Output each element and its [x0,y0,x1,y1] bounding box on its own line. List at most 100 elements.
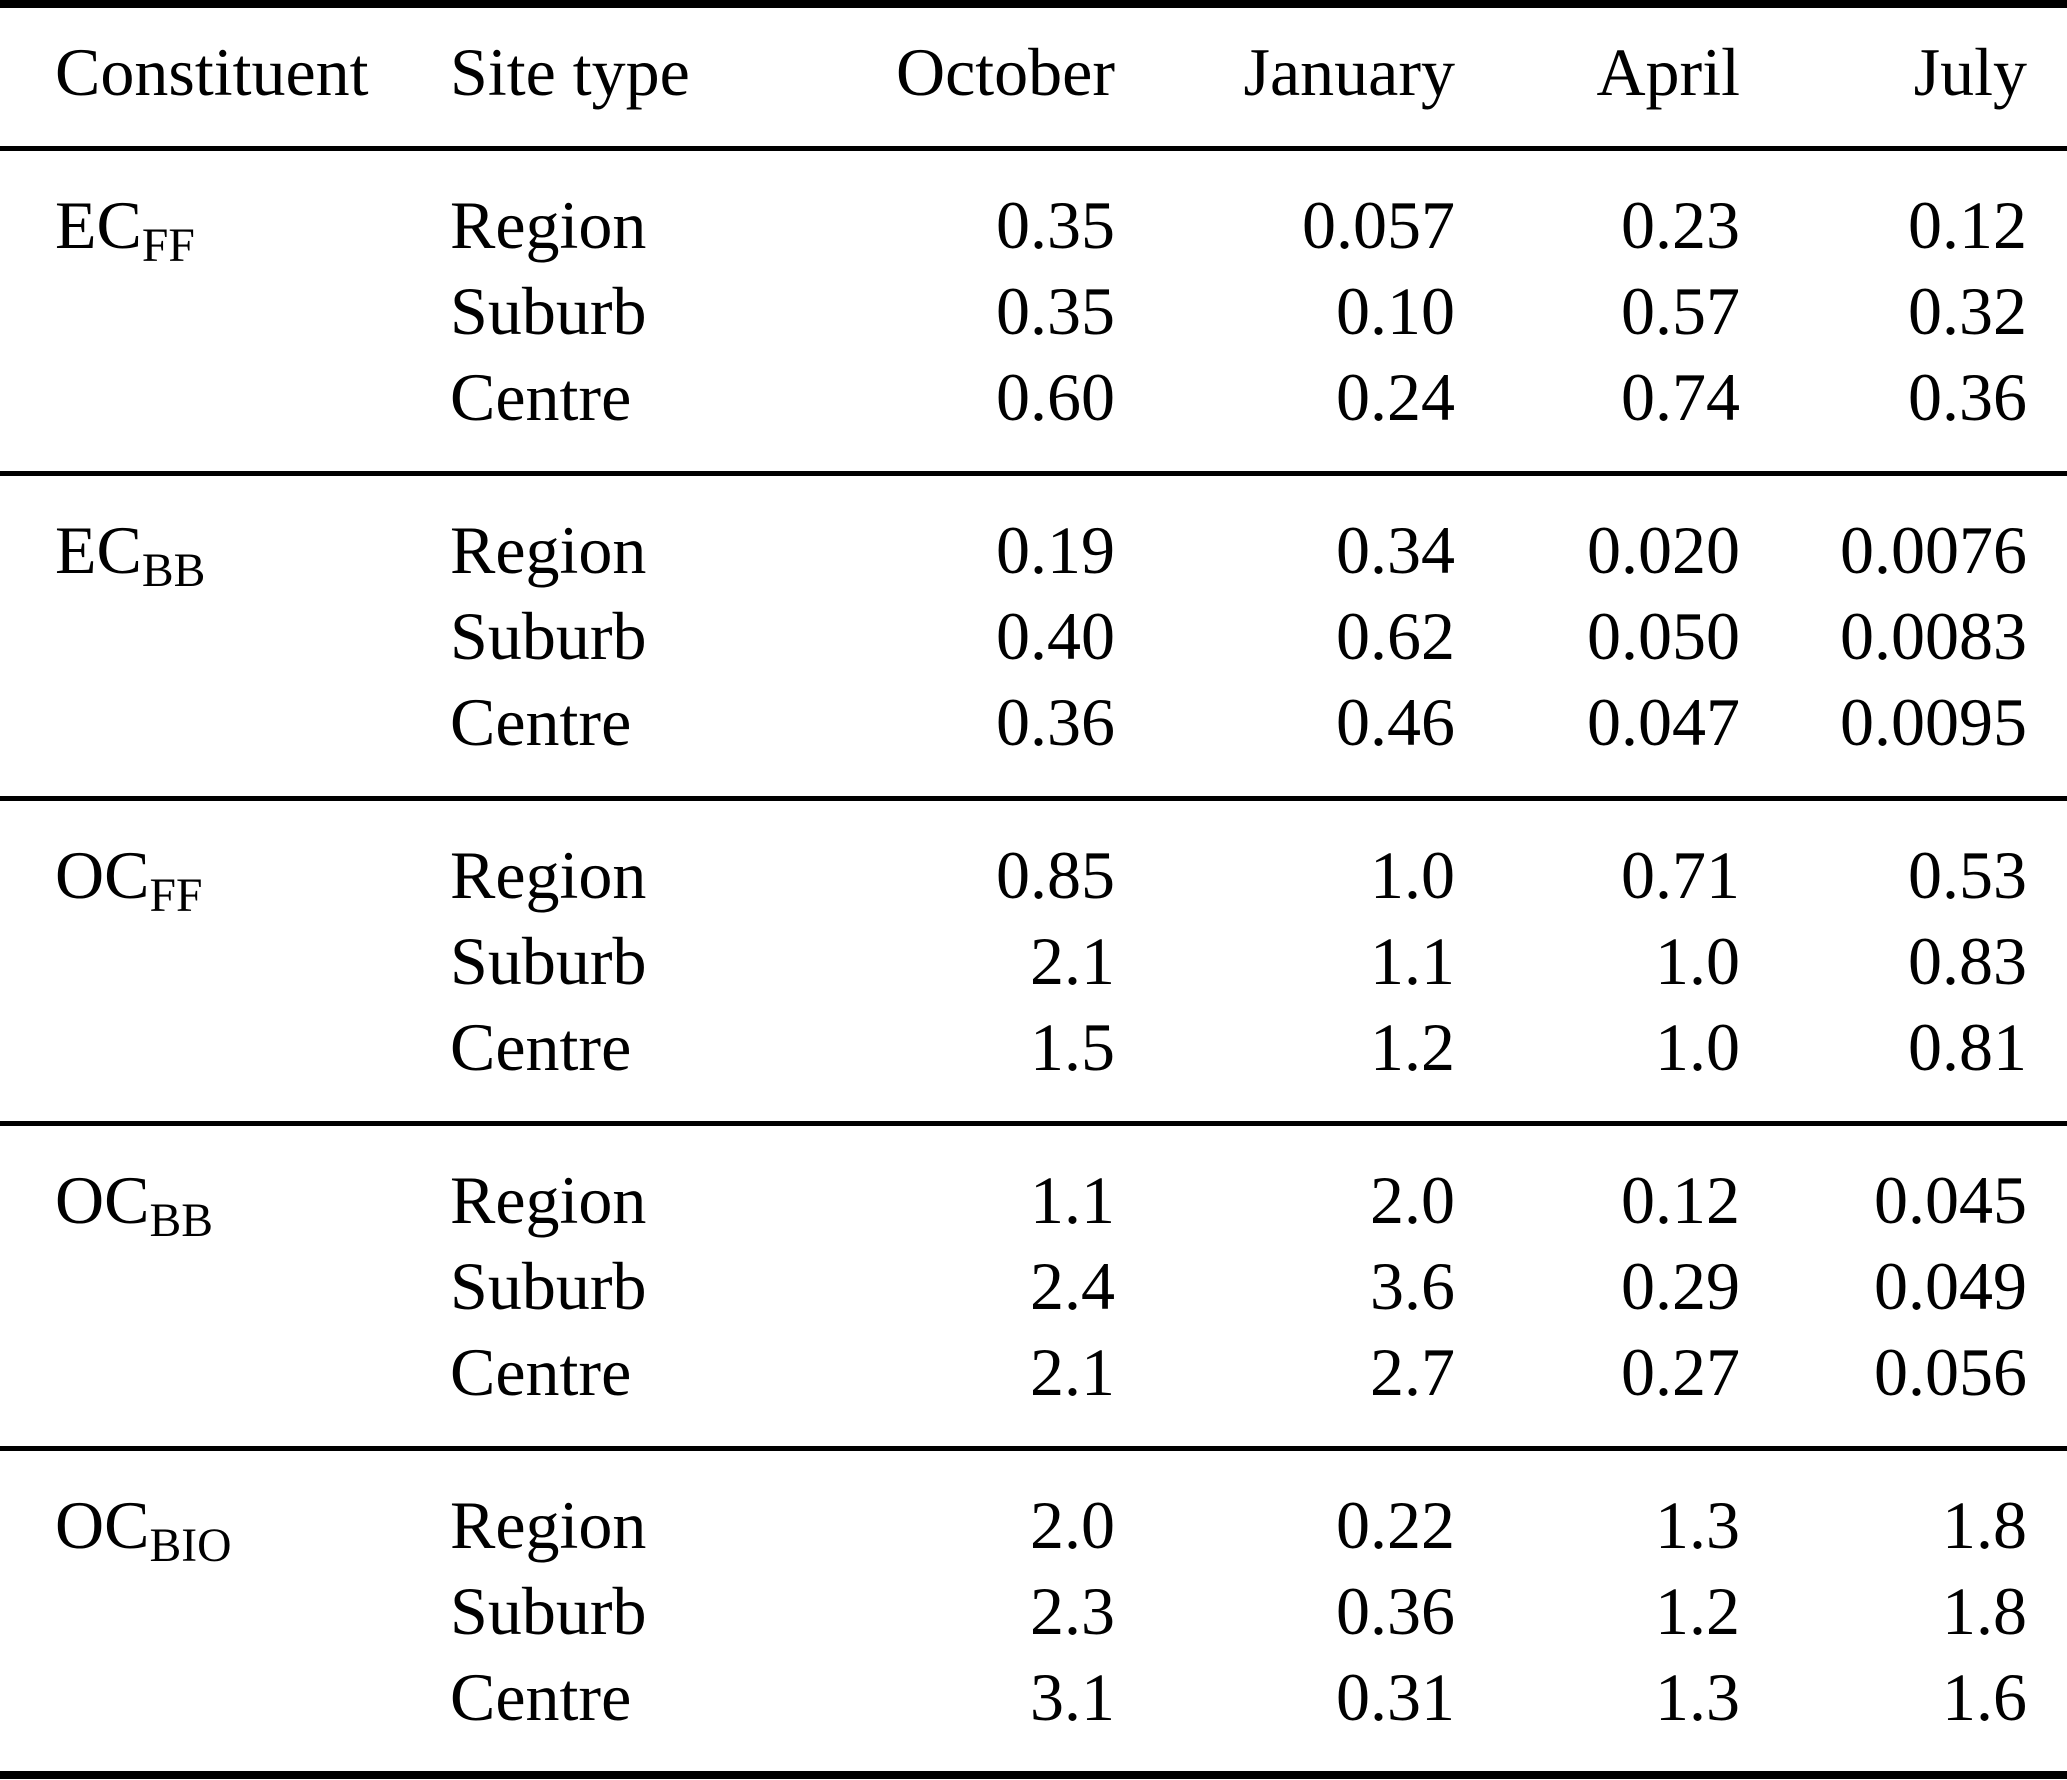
value-cell-july: 0.81 [1908,1009,2027,1085]
site-type-cell: Centre [450,359,632,435]
value-cell-april: 0.29 [1621,1248,1740,1324]
table-row: Suburb 2.3 0.36 1.2 1.8 [0,1568,2067,1654]
table-row: ECFF Region 0.35 0.057 0.23 0.12 [0,149,2067,273]
value-cell-july: 1.8 [1942,1573,2027,1649]
site-type-cell: Region [450,1121,850,1243]
constituent-cell-empty [0,1568,450,1654]
constituent-cell-empty [0,593,450,679]
table-body: ECFF Region 0.35 0.057 0.23 0.12 Suburb … [0,149,2067,1776]
constituent-cell-empty [0,268,450,354]
table-row: Centre 1.5 1.2 1.0 0.81 [0,1004,2067,1124]
value-cell-january: 0.34 [1115,471,1455,593]
table-row: OCBB Region 1.1 2.0 0.12 0.045 [0,1121,2067,1248]
table-row: Centre 0.36 0.46 0.047 0.0095 [0,679,2067,799]
value-cell-october: 0.19 [850,471,1115,593]
value-cell-july: 1.6 [1942,1659,2027,1735]
value-cell-april: 0.27 [1621,1334,1740,1410]
value-cell-april: 1.3 [1455,1446,1740,1568]
value-cell-january: 0.10 [1336,273,1455,349]
value-cell-january: 2.0 [1115,1121,1455,1243]
table-row: Centre 2.1 2.7 0.27 0.056 [0,1329,2067,1449]
value-cell-july: 0.045 [1740,1121,2067,1243]
value-cell-april: 0.050 [1587,598,1740,674]
value-cell-october: 0.40 [996,598,1115,674]
column-header-site-type: Site type [450,4,850,151]
column-header-july: July [1740,4,2067,151]
value-cell-january: 0.057 [1302,187,1455,263]
value-cell-july: 0.049 [1874,1248,2027,1324]
table-row: ECBB Region 0.19 0.34 0.020 0.0076 [0,471,2067,598]
value-cell-april: 0.57 [1621,273,1740,349]
value-cell-july: 0.53 [1740,796,2067,918]
constituent-subscript: BIO [149,1520,232,1573]
site-type-cell: Suburb [450,1573,647,1649]
constituent-cell-empty [0,1654,450,1775]
table-row: Centre 3.1 0.31 1.3 1.6 [0,1654,2067,1775]
site-type-cell: Centre [450,684,632,760]
constituent-subscript: FF [141,220,195,273]
value-cell-october: 0.60 [996,359,1115,435]
constituent-base: EC [55,512,142,588]
value-cell-january: 0.31 [1336,1659,1455,1735]
constituent-cell-empty [0,1243,450,1329]
value-cell-january: 1.0 [1115,796,1455,918]
site-type-cell: Centre [450,1009,632,1085]
column-header-january: January [1115,4,1455,151]
value-cell-july: 0.36 [1908,359,2027,435]
table-row: Suburb 2.1 1.1 1.0 0.83 [0,918,2067,1004]
site-type-cell: Suburb [450,598,647,674]
value-cell-january: 3.6 [1370,1248,1455,1324]
site-type-cell: Region [450,471,850,593]
constituent-cell: OCFF [0,796,450,923]
site-type-cell: Region [450,187,647,263]
constituent-cell-empty [0,679,450,799]
constituent-subscript: BB [149,1195,213,1248]
value-cell-october: 0.36 [996,684,1115,760]
value-cell-april: 1.3 [1655,1659,1740,1735]
constituent-cell: OCBB [0,1121,450,1248]
table-row: OCBIO Region 2.0 0.22 1.3 1.8 [0,1446,2067,1573]
column-header-constituent: Constituent [0,4,450,151]
value-cell-july: 0.83 [1908,923,2027,999]
constituent-cell: ECFF [0,149,450,273]
constituent-subscript: BB [141,545,206,598]
value-cell-july: 0.0076 [1740,471,2067,593]
table-row: Suburb 0.40 0.62 0.050 0.0083 [0,593,2067,679]
value-cell-july: 0.0095 [1840,684,2027,760]
constituent-cell: ECBB [0,471,450,598]
value-cell-april: 1.2 [1655,1573,1740,1649]
constituent-base: OC [55,837,150,913]
value-cell-october: 3.1 [1030,1659,1115,1735]
value-cell-july: 0.0083 [1840,598,2027,674]
header-row: Constituent Site type October January Ap… [0,4,2067,151]
value-cell-july: 0.056 [1874,1334,2027,1410]
value-cell-october: 0.35 [996,273,1115,349]
value-cell-january: 0.36 [1336,1573,1455,1649]
value-cell-january: 0.24 [1336,359,1455,435]
table-row: Centre 0.60 0.24 0.74 0.36 [0,354,2067,474]
value-cell-october: 0.85 [850,796,1115,918]
value-cell-january: 2.7 [1370,1334,1455,1410]
table-header: Constituent Site type October January Ap… [0,4,2067,151]
value-cell-october: 2.0 [850,1446,1115,1568]
value-cell-january: 0.22 [1115,1446,1455,1568]
constituent-subscript: FF [149,870,203,923]
constituent-base: OC [55,1162,150,1238]
column-header-april: April [1455,4,1740,151]
site-type-cell: Centre [450,1334,632,1410]
column-header-october: October [850,4,1115,151]
value-cell-april: 0.23 [1621,187,1740,263]
site-type-cell: Region [450,796,850,918]
constituent-cell-empty [0,1004,450,1124]
table-row: OCFF Region 0.85 1.0 0.71 0.53 [0,796,2067,923]
site-type-cell: Suburb [450,1248,647,1324]
table-row: Suburb 2.4 3.6 0.29 0.049 [0,1243,2067,1329]
constituent-base: EC [55,187,142,263]
constituent-cell-empty [0,1329,450,1449]
value-cell-january: 0.46 [1336,684,1455,760]
site-type-cell: Region [450,1446,850,1568]
site-type-cell: Centre [450,1659,632,1735]
table-row: Suburb 0.35 0.10 0.57 0.32 [0,268,2067,354]
value-cell-july: 0.32 [1908,273,2027,349]
